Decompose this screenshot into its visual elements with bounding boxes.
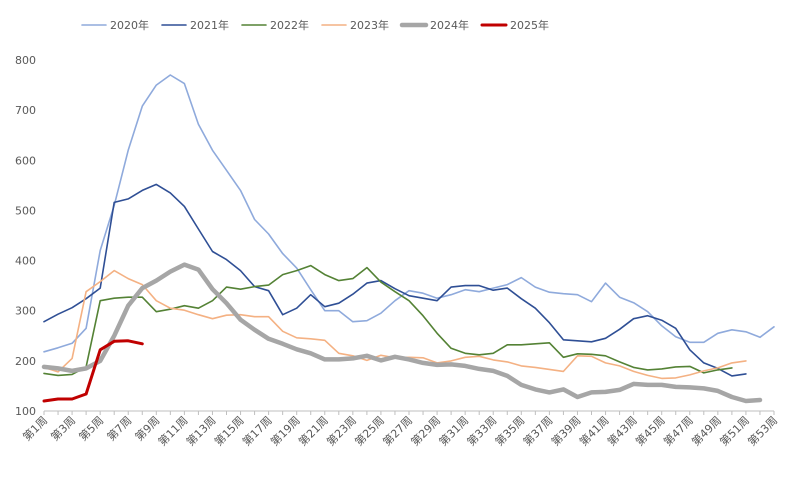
series-line-2022 — [43, 264, 733, 377]
legend-label-2021: 2021年 — [190, 18, 229, 32]
x-tick-label: 第51周 — [717, 413, 752, 448]
x-tick-label: 第33周 — [464, 413, 499, 448]
legend-label-2025: 2025年 — [510, 18, 549, 32]
y-tick-label: 500 — [15, 204, 36, 217]
legend-label-2023: 2023年 — [350, 18, 389, 32]
x-tick-label: 第43周 — [604, 413, 639, 448]
y-tick-label: 700 — [15, 104, 36, 117]
x-tick-label: 第39周 — [548, 413, 583, 448]
y-axis: 100 200 300 400 500 600 700 800 — [15, 54, 36, 418]
x-tick-label: 第53周 — [745, 413, 780, 448]
x-tick-label: 第3周 — [48, 413, 78, 443]
x-tick-label: 第23周 — [324, 413, 359, 448]
x-tick-label: 第31周 — [436, 413, 471, 448]
x-tick-label: 第17周 — [239, 413, 274, 448]
series-line-2024 — [41, 262, 763, 404]
legend-label-2020: 2020年 — [110, 18, 149, 32]
x-tick-label: 第35周 — [492, 413, 527, 448]
x-tick-label: 第25周 — [352, 413, 387, 448]
x-tick-label: 第49周 — [689, 413, 724, 448]
x-tick-label: 第45周 — [632, 413, 667, 448]
x-tick-label: 第15周 — [211, 413, 246, 448]
y-tick-label: 100 — [15, 405, 36, 418]
legend-label-2022: 2022年 — [270, 18, 309, 32]
y-tick-label: 800 — [15, 54, 36, 67]
y-tick-label: 600 — [15, 154, 36, 167]
series-line-2020 — [43, 74, 775, 353]
x-tick-label: 第7周 — [104, 413, 134, 443]
x-tick-label: 第13周 — [183, 413, 218, 448]
x-tick-label: 第21周 — [296, 413, 331, 448]
x-tick-label: 第11周 — [155, 413, 190, 448]
series-line-2025 — [42, 339, 144, 403]
x-tick-label: 第47周 — [661, 413, 696, 448]
x-tick-label: 第41周 — [576, 413, 611, 448]
x-tick-label: 第29周 — [408, 413, 443, 448]
x-tick-label: 第5周 — [76, 413, 106, 443]
y-tick-label: 400 — [15, 255, 36, 268]
x-axis: 第1周第3周第5周第7周第9周第11周第13周第15周第17周第19周第21周第… — [20, 410, 780, 449]
y-tick-label: 300 — [15, 305, 36, 318]
series-line-2021 — [43, 183, 747, 377]
y-tick-label: 200 — [15, 355, 36, 368]
x-tick-label: 第27周 — [380, 413, 415, 448]
series-group — [41, 74, 775, 404]
legend: 2020年 2021年 2022年 2023年 2024年 2025年 — [81, 18, 549, 32]
legend-label-2024: 2024年 — [430, 18, 469, 32]
x-tick-label: 第37周 — [520, 413, 555, 448]
x-tick-label: 第19周 — [267, 413, 302, 448]
